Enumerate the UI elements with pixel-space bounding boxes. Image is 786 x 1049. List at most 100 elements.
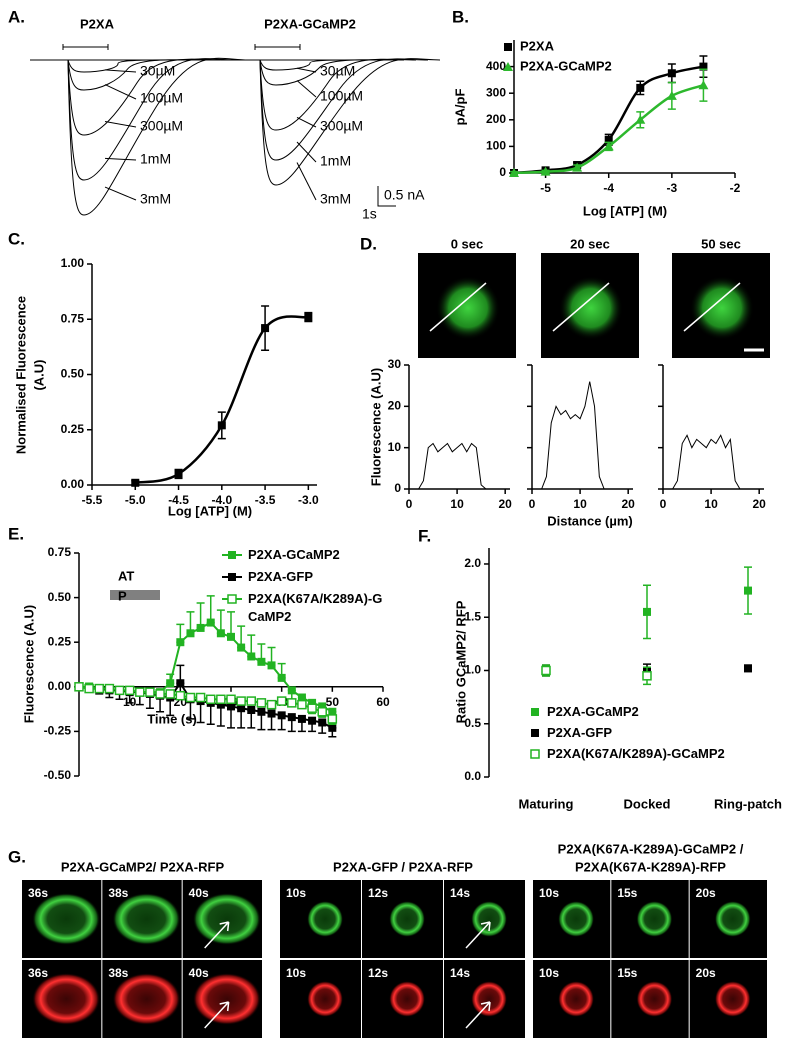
cell-signal xyxy=(389,901,426,937)
marker xyxy=(247,705,256,714)
legend-marker xyxy=(503,62,513,71)
marker xyxy=(216,629,225,638)
arrow xyxy=(204,1001,230,1029)
marker xyxy=(237,643,246,652)
x-tick-label: Ring-patch xyxy=(714,796,782,811)
concentration-label: 100µM xyxy=(320,88,363,104)
y-tick-label: 100 xyxy=(486,139,506,153)
scale-label: 0.5 nA xyxy=(384,187,425,203)
marker xyxy=(195,692,206,703)
intensity-profile xyxy=(663,434,745,490)
stimulus-bar xyxy=(254,44,301,50)
time-label: 10s xyxy=(286,886,306,900)
y-axis-label: pA/pF xyxy=(452,89,467,126)
leader-line xyxy=(104,157,137,161)
cell-signal xyxy=(714,981,751,1017)
y-axis-label: Fluorescence (A.U) xyxy=(368,368,383,486)
legend-label: P2XA xyxy=(520,38,555,53)
legend-label: P2XA-GCaMP2 xyxy=(520,58,612,73)
cell-signal xyxy=(389,981,426,1017)
cell-signal xyxy=(558,981,595,1017)
marker xyxy=(666,90,677,100)
y-tick-label: 0.5 xyxy=(464,716,481,730)
image-title: 20 sec xyxy=(570,236,610,251)
x-tick-label: 10 xyxy=(450,497,464,511)
time-label: 15s xyxy=(617,886,637,900)
x-tick-label: -4.0 xyxy=(211,493,232,507)
current-trace xyxy=(222,58,429,161)
marker xyxy=(287,698,297,708)
marker xyxy=(114,685,125,696)
marker xyxy=(327,714,338,724)
x-tick-label: -5 xyxy=(540,181,551,195)
y-tick-label: 1.00 xyxy=(61,256,85,270)
concentration-label: 3mM xyxy=(320,191,351,207)
current-trace xyxy=(30,58,237,181)
chart-title: P2XA xyxy=(80,16,115,31)
scale-label: 1s xyxy=(362,206,377,222)
marker xyxy=(267,661,276,670)
marker xyxy=(176,679,185,688)
marker xyxy=(104,683,115,694)
y-tick-label: 0 xyxy=(499,165,506,179)
marker xyxy=(227,702,235,711)
y-tick-label: 0.0 xyxy=(464,769,481,783)
current-trace xyxy=(30,59,213,91)
marker xyxy=(698,80,709,90)
cell-signal xyxy=(636,981,673,1017)
panel-label: F. xyxy=(418,526,431,545)
time-label: 14s xyxy=(450,886,470,900)
cell-signal xyxy=(471,901,508,937)
marker xyxy=(699,62,708,71)
cell-signal xyxy=(471,981,508,1017)
y-tick-label: 0.50 xyxy=(61,367,85,381)
x-tick-label: 50 xyxy=(326,695,340,709)
marker xyxy=(604,135,613,144)
leader-line xyxy=(296,116,317,128)
current-trace xyxy=(30,59,201,73)
cell-signal xyxy=(558,901,595,937)
image-title: 50 sec xyxy=(701,236,741,251)
marker xyxy=(176,638,185,647)
x-tick-label: 0 xyxy=(406,497,413,511)
marker xyxy=(277,673,286,682)
marker xyxy=(237,704,246,713)
concentration-label: 1mM xyxy=(320,153,351,169)
cell-signal xyxy=(192,973,261,1025)
marker xyxy=(276,696,287,706)
marker xyxy=(318,718,327,727)
x-tick-label: 20 xyxy=(753,497,767,511)
leader-line xyxy=(296,80,317,98)
legend-marker xyxy=(530,749,540,759)
marker xyxy=(131,478,140,487)
concentration-label: 30µM xyxy=(140,63,175,79)
leader-line xyxy=(104,69,137,73)
y-tick-label: 20 xyxy=(388,399,402,413)
concentration-label: 300µM xyxy=(140,118,183,134)
marker xyxy=(304,313,313,322)
marker xyxy=(135,687,145,697)
time-label: 36s xyxy=(28,966,48,980)
marker xyxy=(84,683,94,694)
x-tick-label: -3.5 xyxy=(255,493,276,507)
y-tick-label: 0.75 xyxy=(48,545,72,559)
marker xyxy=(257,707,266,716)
y-tick-label: 0.25 xyxy=(48,634,72,648)
time-label: 10s xyxy=(286,966,306,980)
y-axis-label: (A.U) xyxy=(31,359,46,390)
x-tick-label: -4.5 xyxy=(168,493,189,507)
marker xyxy=(540,166,551,176)
y-tick-label: 1.5 xyxy=(464,609,481,623)
marker xyxy=(297,699,307,710)
cell-signal xyxy=(307,901,344,937)
time-label: 12s xyxy=(368,966,388,980)
cell xyxy=(690,276,754,340)
marker xyxy=(175,690,186,701)
line-scan xyxy=(429,282,487,332)
cell-signal xyxy=(112,973,181,1025)
marker xyxy=(155,689,165,699)
x-tick-label: -5.0 xyxy=(125,493,146,507)
marker xyxy=(297,714,306,723)
